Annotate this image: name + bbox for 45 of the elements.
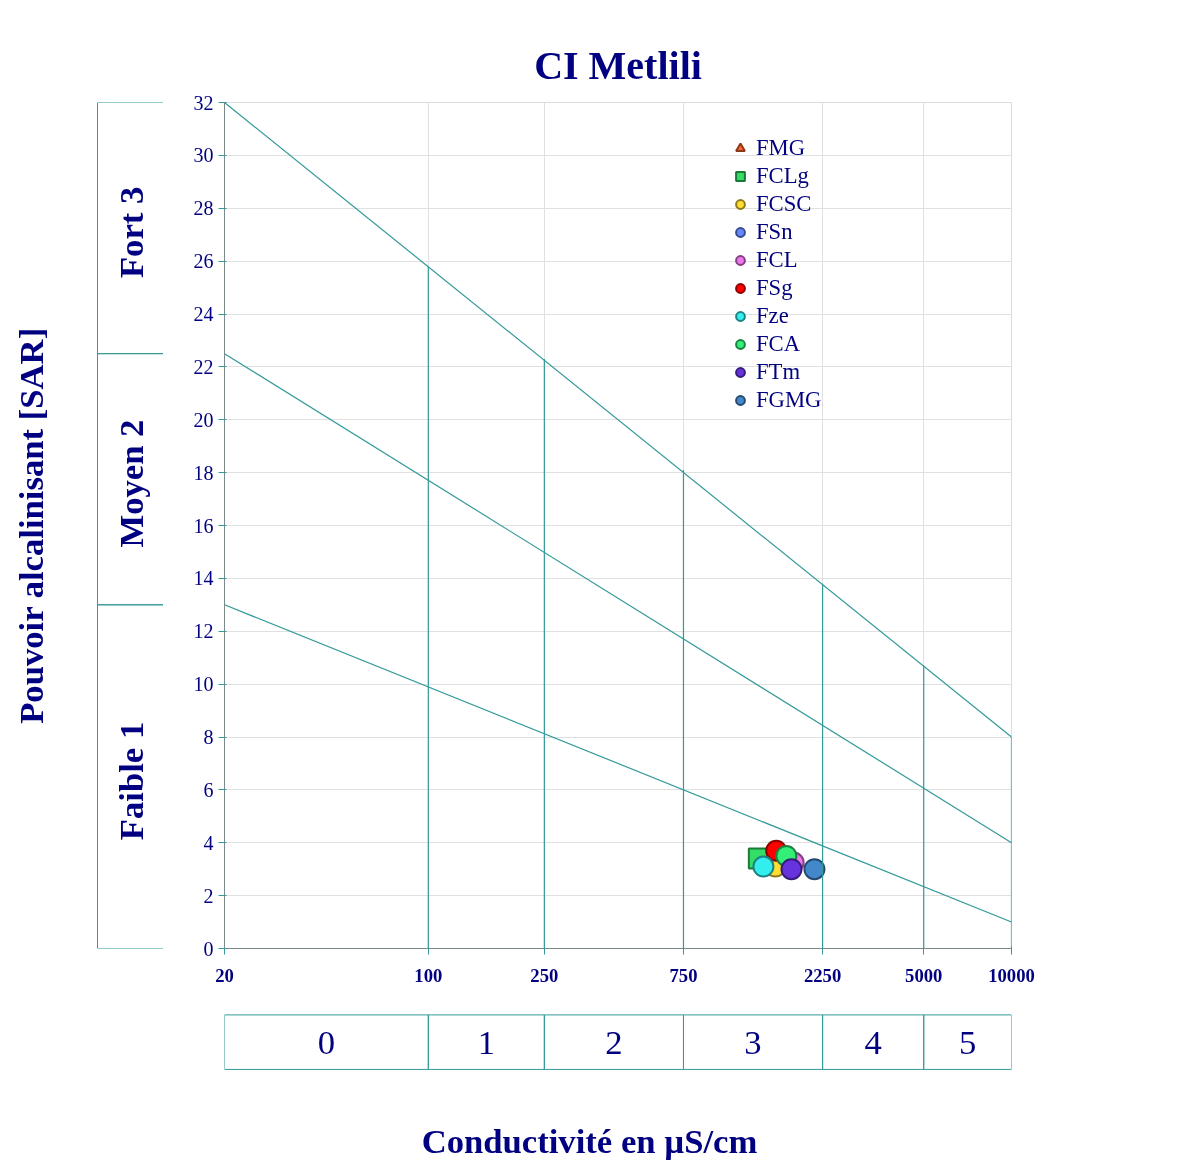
legend-label: FSg [756,275,793,301]
x-tick-label: 750 [669,964,698,986]
y-tick-label: 2 [203,884,214,907]
y-tick-label: 16 [193,514,214,537]
y-tick-label: 26 [193,250,214,273]
y-tick-label: 8 [203,726,214,748]
legend-label: FCSC [756,191,812,217]
y-tick-label: 18 [193,461,214,484]
text: Fort 3 [111,186,150,279]
chart-title: CI Metlili [534,42,702,88]
y-tick-label: 14 [193,567,214,590]
legend-label: FCLg [756,163,809,189]
y-tick-label: 0 [203,937,214,960]
legend-label: FCA [756,331,801,357]
x-tick-label: 5000 [905,964,943,986]
text: 3 [744,1023,762,1062]
y-tick-label: 10 [193,673,214,696]
x-axis-title: Conductivité en µS/cm [421,1121,758,1160]
y-tick-label: 6 [203,778,214,801]
y-tick-label: 32 [193,91,214,114]
x-tick-label: 10000 [988,964,1035,986]
text: 0 [317,1023,336,1062]
y-tick-label: 28 [193,197,214,220]
legend-label: FMG [756,135,806,161]
text: 1 [477,1023,495,1062]
text: 4 [864,1023,882,1062]
y-tick-label: 20 [193,408,214,431]
y-tick-label: 24 [193,303,214,325]
y-tick-label: 30 [193,144,214,167]
legend-label: FSn [756,219,793,245]
x-tick-label: 100 [414,964,443,986]
text: 5 [958,1023,977,1062]
y-tick-label: 22 [193,355,214,378]
legend-label: FGMG [756,387,822,413]
text: Moyen 2 [111,419,150,548]
x-tick-label: 2250 [803,964,842,986]
text: Faible 1 [111,721,150,841]
y-tick-label: 4 [203,831,214,854]
legend-label: FCL [756,247,798,273]
y-tick-label: 12 [193,620,214,643]
text: 2 [605,1023,623,1062]
y-axis-title: Pouvoir alcalinisant [SAR] [11,327,50,724]
legend-label: FTm [756,359,801,385]
x-tick-label: 250 [530,964,559,986]
legend-label: Fze [756,303,789,329]
